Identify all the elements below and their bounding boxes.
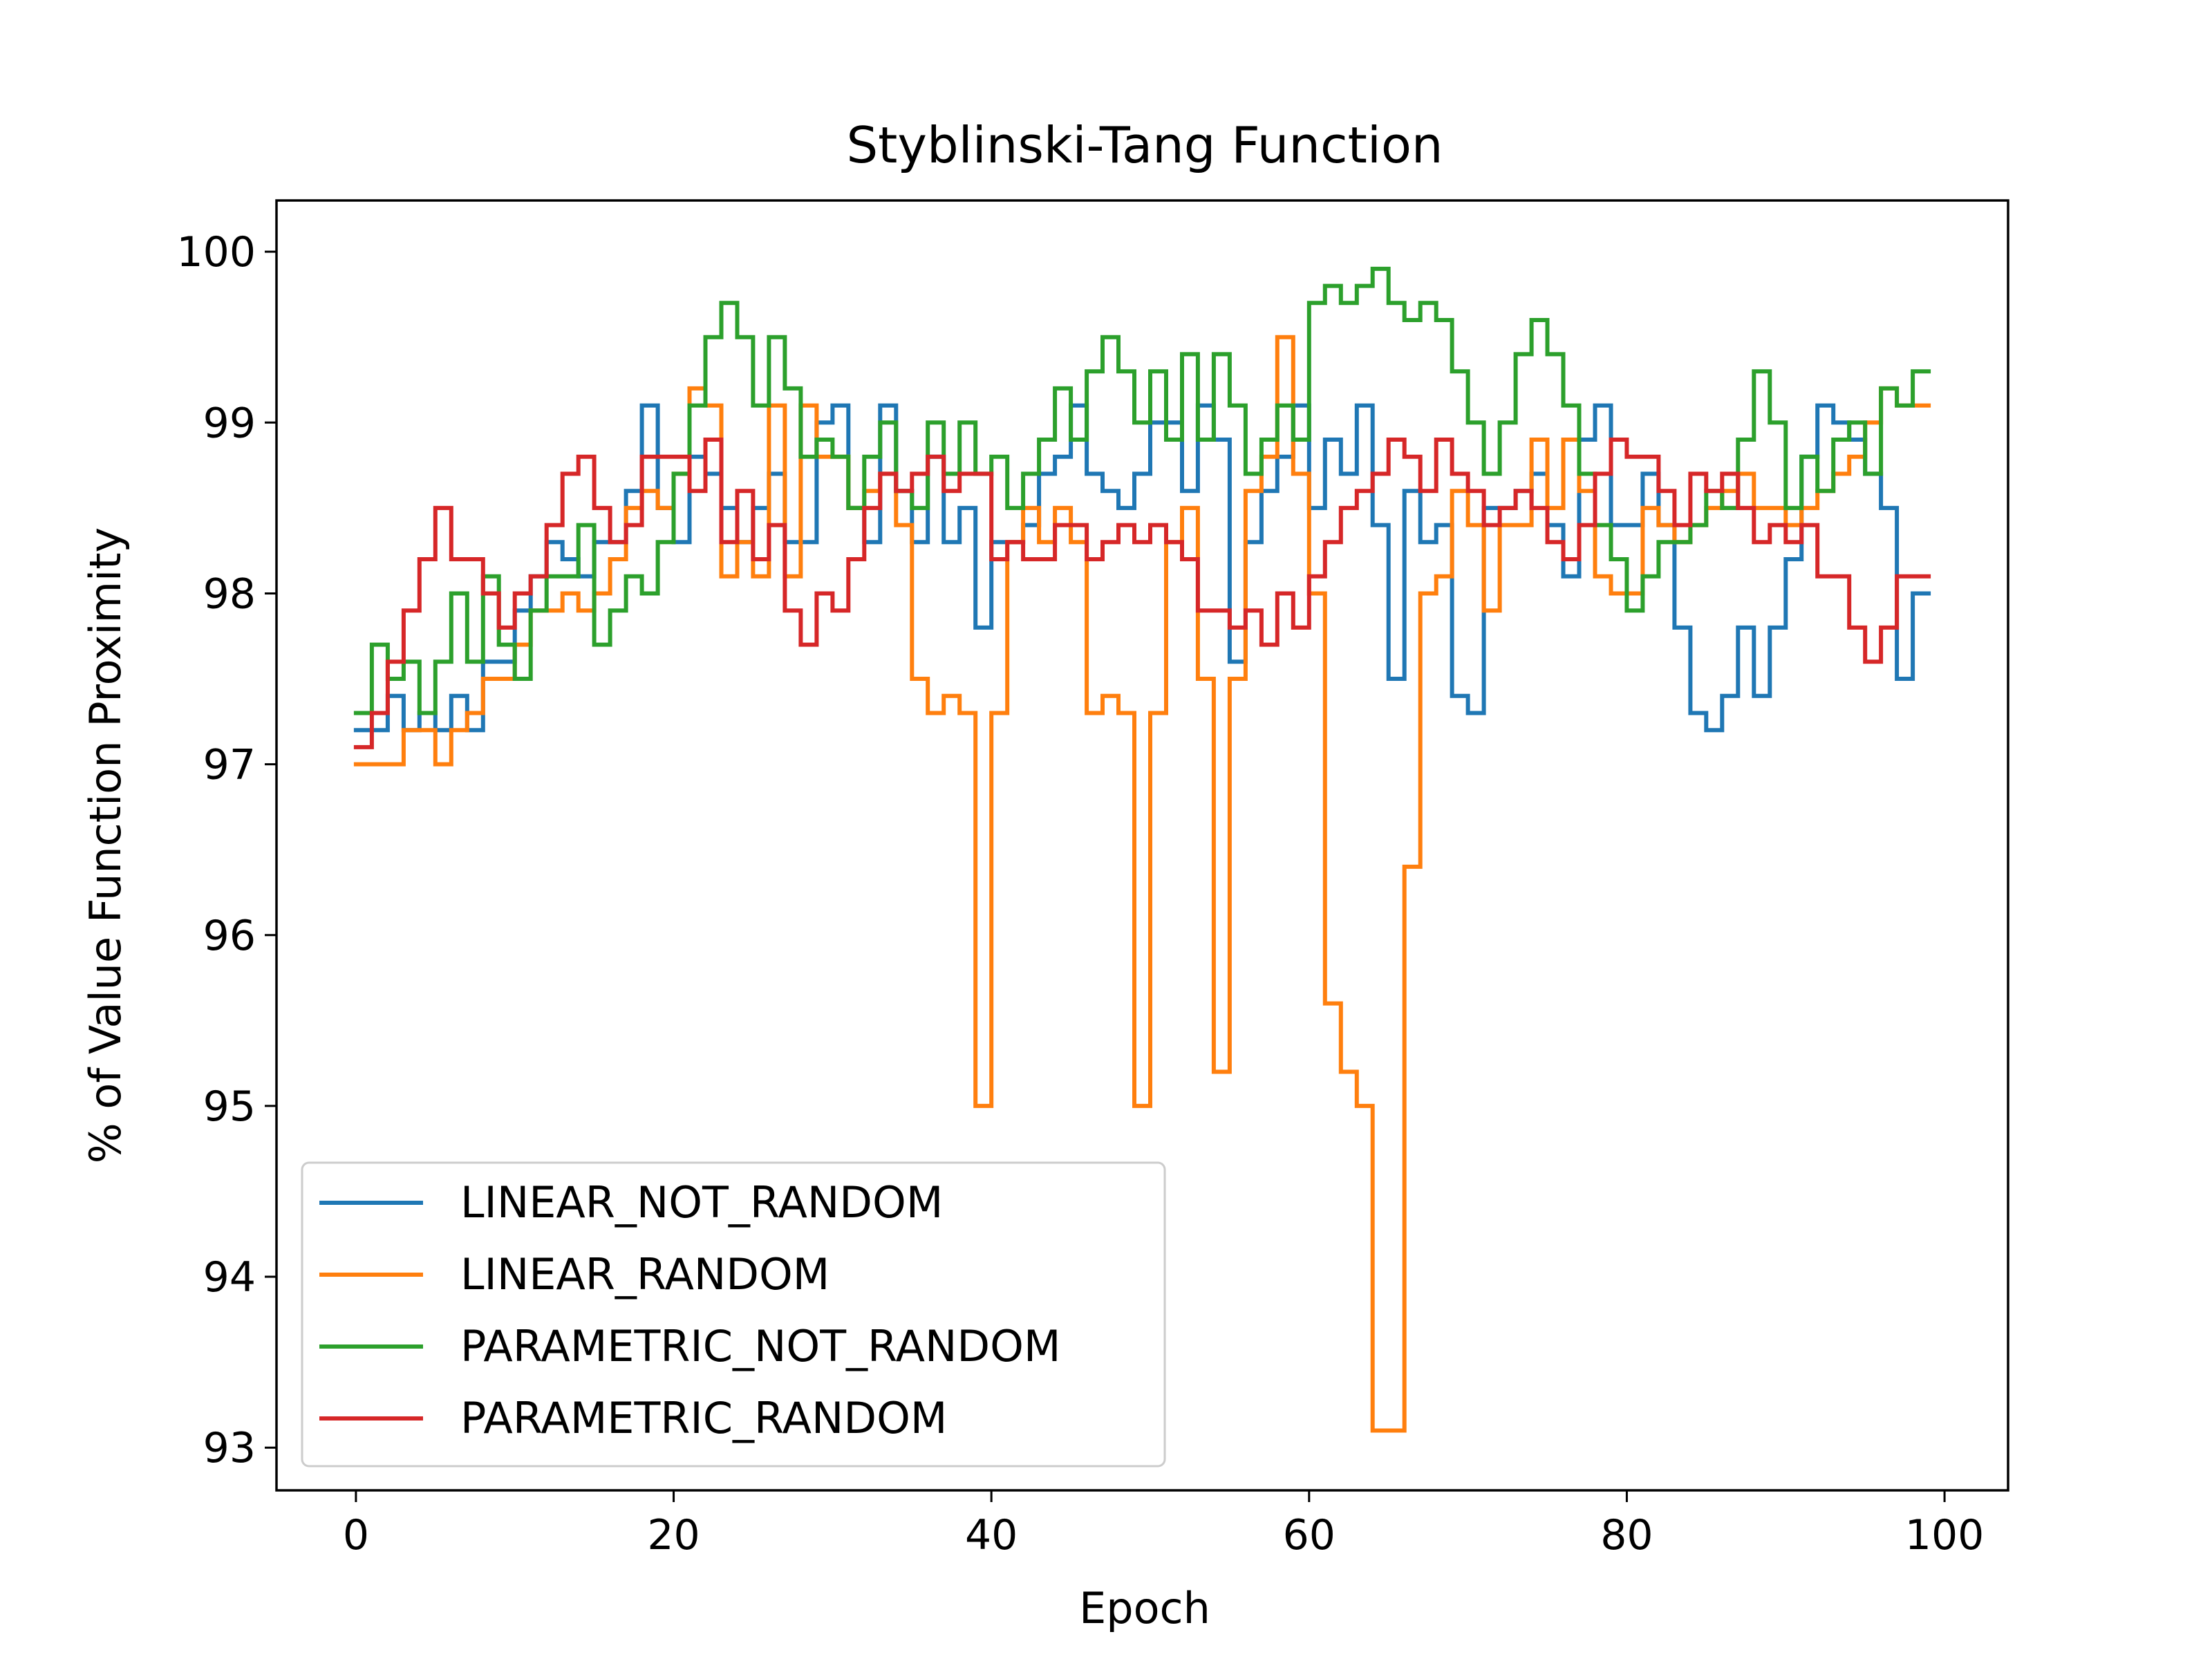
legend-label: PARAMETRIC_RANDOM [460, 1393, 947, 1443]
legend-label: PARAMETRIC_NOT_RANDOM [460, 1321, 1060, 1371]
chart-title: Styblinski-Tang Function [846, 116, 1443, 174]
x-tick-label: 20 [647, 1511, 700, 1559]
legend-label: LINEAR_NOT_RANDOM [460, 1177, 943, 1228]
y-tick-label: 98 [203, 570, 256, 618]
axis-ticks: 0 20 40 60 80 100 93 94 95 96 97 98 99 100 [176, 228, 1984, 1559]
legend-box [301, 1161, 1166, 1468]
plot-area [353, 266, 1931, 1433]
axes-frame [275, 199, 2009, 1492]
x-tick-label: 80 [1600, 1511, 1653, 1559]
x-tick-label: 100 [1905, 1511, 1985, 1559]
y-axis-label: % of Value Function Proximity [80, 527, 131, 1163]
y-tick-label: 96 [203, 912, 256, 960]
legend: LINEAR_NOT_RANDOM LINEAR_RANDOM PARAMETRIC… [301, 1161, 1166, 1468]
x-tick-label: 40 [965, 1511, 1018, 1559]
x-tick-label: 0 [343, 1511, 369, 1559]
y-tick-label: 95 [203, 1082, 256, 1131]
y-tick-label: 97 [203, 741, 256, 789]
y-tick-label: 93 [203, 1424, 256, 1472]
legend-label: LINEAR_RANDOM [460, 1249, 830, 1300]
x-tick-label: 60 [1283, 1511, 1335, 1559]
series-line-linear-not-random [353, 403, 1931, 733]
legend-entries: LINEAR_NOT_RANDOM LINEAR_RANDOM PARAMETRIC… [319, 1177, 1060, 1443]
series-line-parametric-random [353, 438, 1931, 749]
y-tick-label: 94 [203, 1253, 256, 1302]
y-tick-label: 99 [203, 399, 256, 447]
x-axis-label: Epoch [1079, 1583, 1210, 1633]
series-line-parametric-not-random [353, 266, 1931, 715]
y-tick-label: 100 [176, 228, 256, 276]
